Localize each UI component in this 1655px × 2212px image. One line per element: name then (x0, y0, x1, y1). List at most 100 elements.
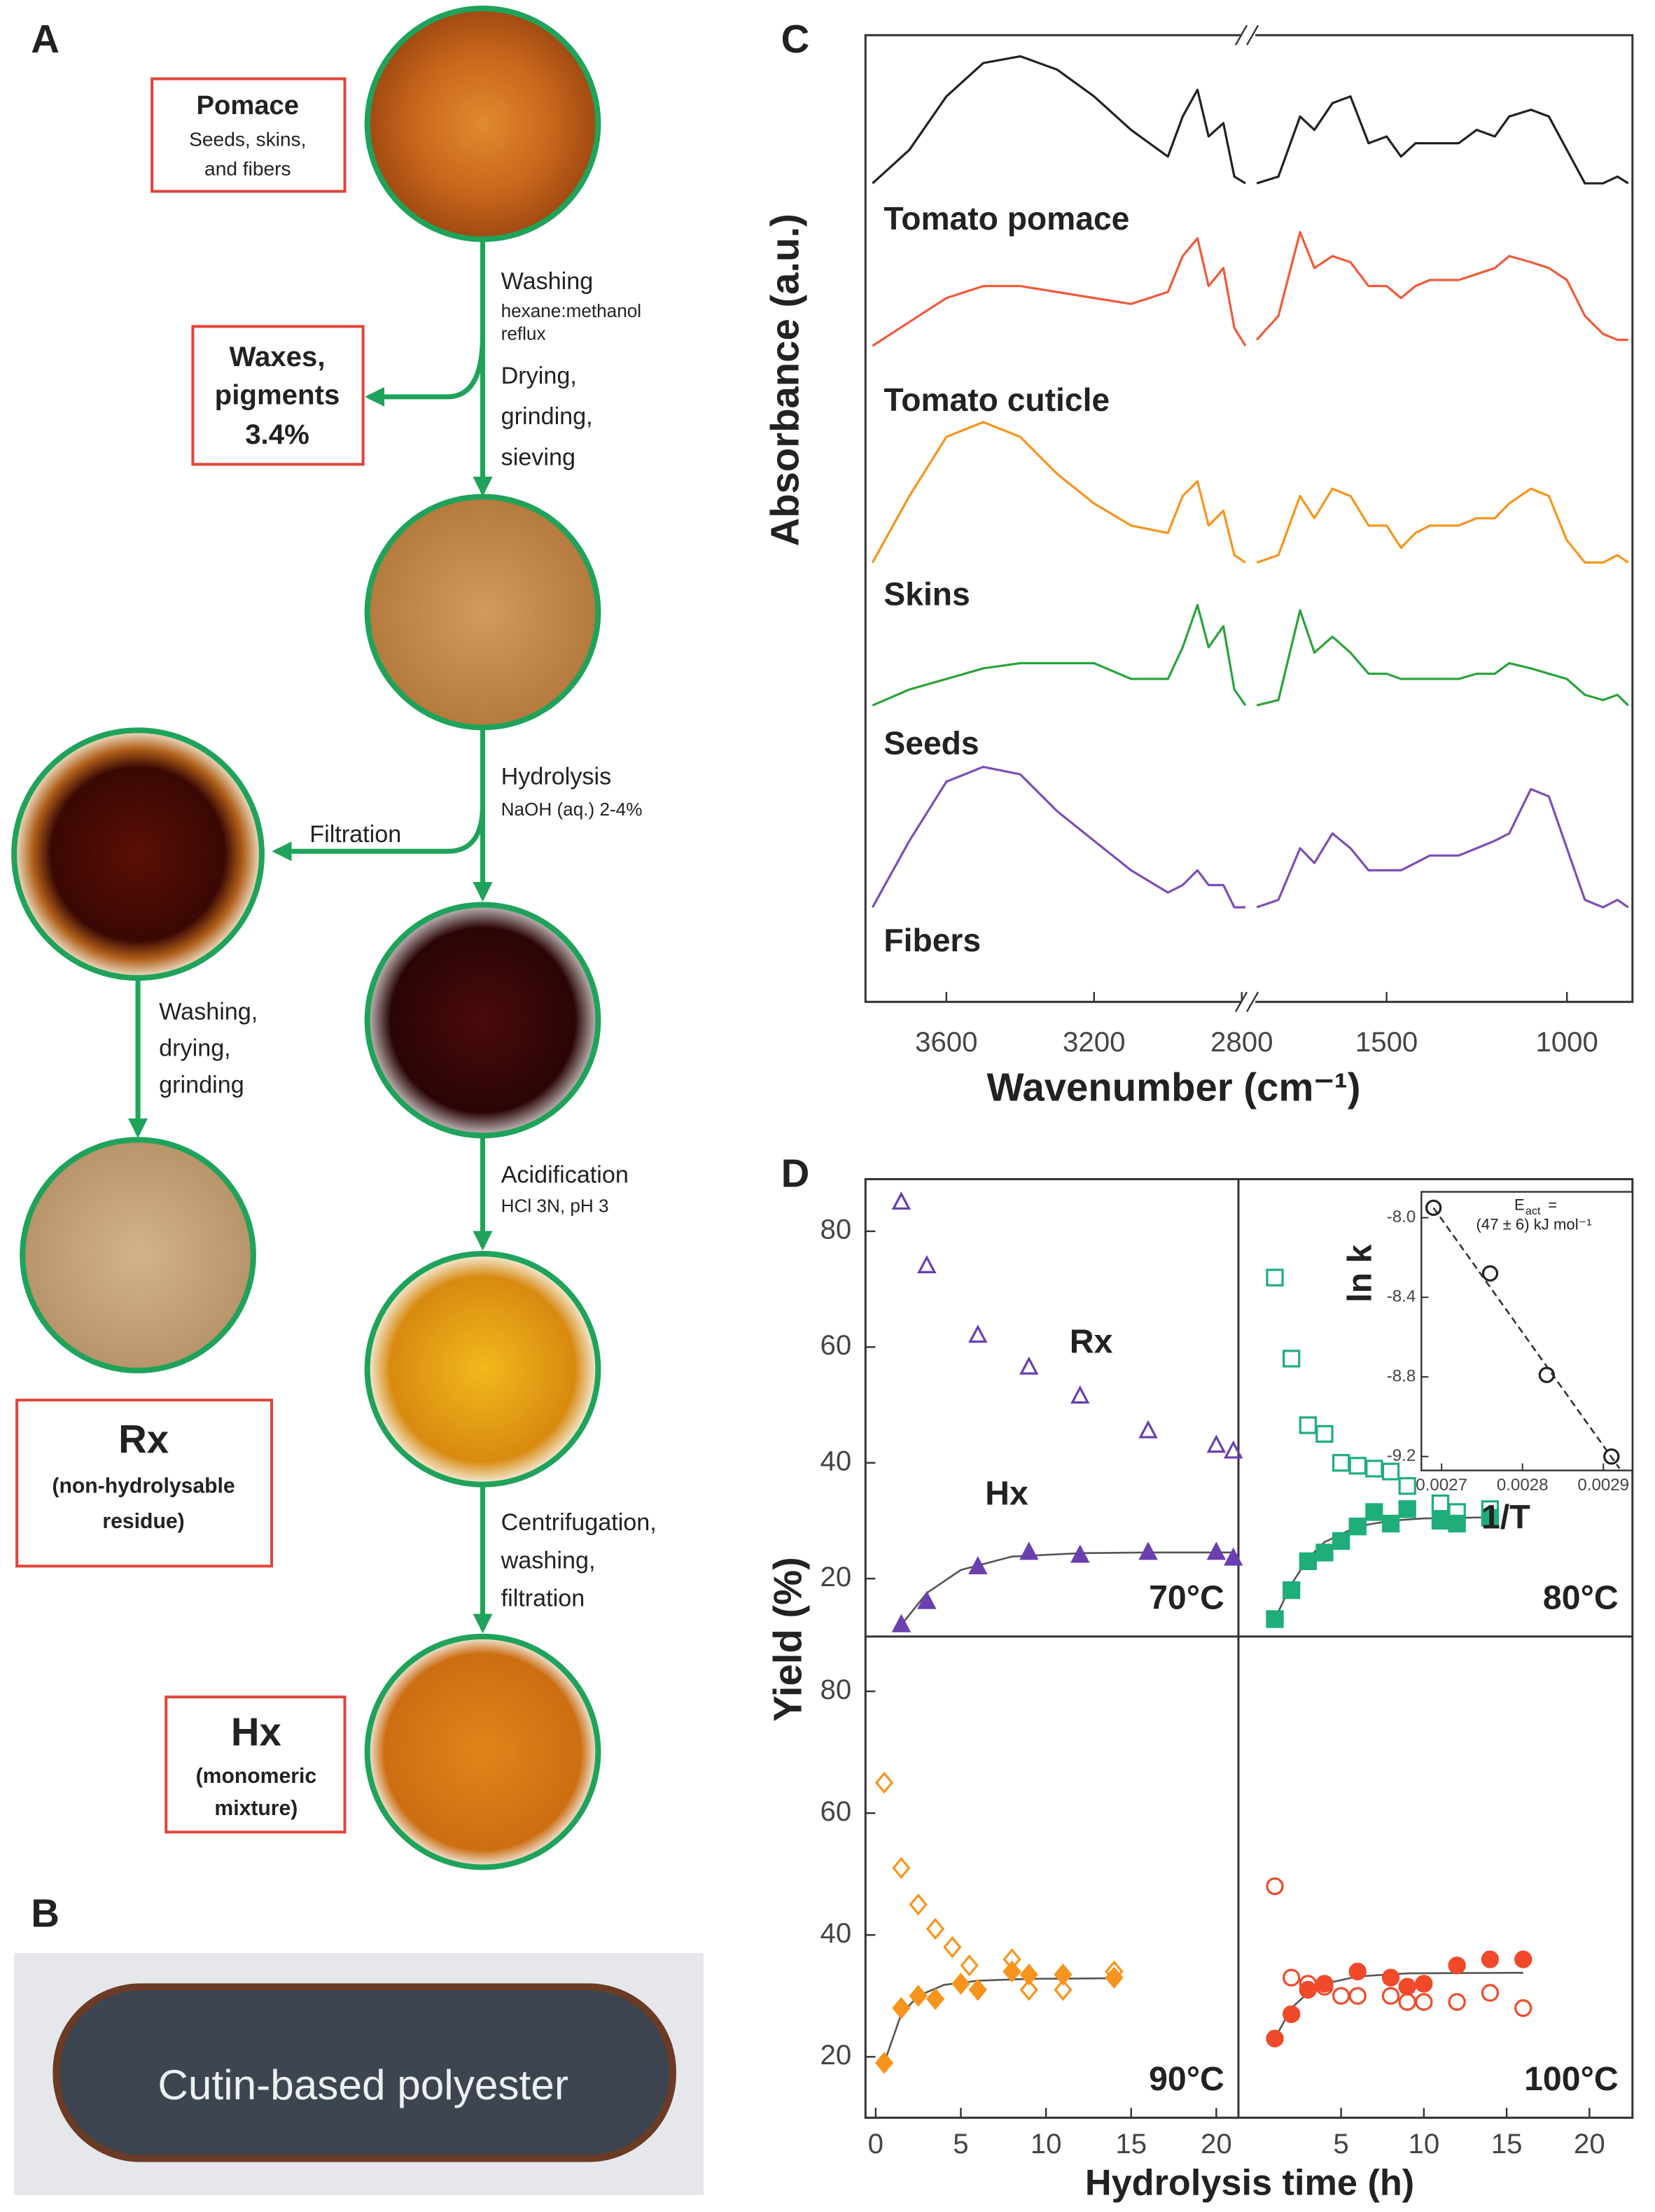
data-point (1514, 1999, 1532, 2017)
spectrum-line (872, 603, 1247, 707)
x-tick-label: 5 (953, 2128, 968, 2160)
step-title: Filtration (309, 821, 401, 848)
data-point (1381, 1968, 1400, 1987)
box-title: Rx (118, 1417, 169, 1461)
data-point (1299, 1416, 1317, 1434)
data-point (1315, 1544, 1334, 1562)
x-axis-label: Hydrolysis time (h) (1085, 2163, 1414, 2204)
step-title: drying, (159, 1035, 231, 1062)
data-point (1481, 1265, 1499, 1282)
spectrum-line (871, 765, 1246, 909)
data-point (1448, 1514, 1466, 1533)
annotation-value: (47 ± 6) kJ mol⁻¹ (1476, 1216, 1592, 1233)
data-point (1481, 1950, 1500, 1968)
x-tick-label: 15 (1115, 2128, 1147, 2160)
data-point (1381, 1987, 1400, 2005)
data-point (1019, 1356, 1039, 1375)
x-tick-label: 3600 (915, 1026, 977, 1058)
plot-frame (864, 1178, 1634, 2119)
data-point (1348, 1518, 1367, 1536)
data-point (1481, 1984, 1500, 2002)
x-tick-label: 2800 (1210, 1026, 1273, 1058)
data-point (891, 1614, 912, 1632)
data-point (1425, 1199, 1442, 1217)
step-title: grinding (159, 1072, 244, 1098)
photo-hydrolysate (364, 902, 601, 1139)
photo-filtration (11, 727, 265, 981)
data-point (1138, 1541, 1158, 1560)
data-point (1223, 1547, 1243, 1566)
x-axis-label: Wavenumber (cm⁻¹) (986, 1065, 1360, 1110)
spectrum-line (1256, 95, 1629, 185)
data-point (909, 1893, 928, 1916)
panel-c: C Absorbance (a.u.) Wavenumber (cm⁻¹) 3600 3… (763, 17, 1634, 1110)
data-point (917, 1254, 937, 1274)
data-point (1223, 1440, 1243, 1459)
panel-label: C (781, 17, 810, 61)
step-detail: NaOH (aq.) 2-4% (501, 799, 643, 820)
data-point (1105, 1966, 1124, 1989)
data-point (1282, 1350, 1301, 1368)
spectrum-line (1256, 487, 1629, 564)
panel-label: D (781, 1151, 810, 1195)
data-point (1365, 1460, 1383, 1478)
data-point (960, 1954, 979, 1977)
x-tick-label: 5 (1333, 2128, 1348, 2160)
step-title: filtration (501, 1586, 585, 1612)
data-point (1019, 1963, 1038, 1986)
data-point (1514, 1950, 1532, 1968)
spectrum-line (1256, 609, 1629, 707)
data-point (1054, 1978, 1073, 2001)
data-point (1398, 1993, 1416, 2011)
spectrum-line (872, 55, 1246, 185)
data-point (1398, 1977, 1416, 1996)
data-point (1381, 1514, 1400, 1533)
panel-label: B (31, 1891, 60, 1935)
panel-d: D Yield (%) Hydrolysis time (h) 20 40 60 80… (766, 1151, 1634, 2204)
photo-monomers (364, 1633, 601, 1870)
data-point (1019, 1541, 1039, 1560)
flow-arrow (272, 804, 486, 862)
data-point (1481, 1508, 1500, 1527)
box-text: (non-hydrolysable (52, 1475, 235, 1498)
step-title: sieving (501, 444, 575, 470)
box-text: and fibers (204, 158, 291, 180)
x-tick-label: 20 (1201, 2128, 1232, 2160)
series-label: Tomato cuticle (884, 382, 1110, 418)
y-tick-label: 80 (820, 1214, 851, 1245)
temperature-label: 90°C (1149, 2060, 1224, 2098)
data-point (1398, 1477, 1416, 1495)
photo-pomace (364, 6, 601, 242)
step-title: Drying, (501, 363, 577, 389)
step-detail: hexane:methanol (501, 300, 641, 321)
data-point (1282, 2005, 1301, 2024)
axis-break-mark (1234, 24, 1259, 1012)
data-point (1415, 1993, 1433, 2011)
photo-caption: Cutin-based polyester (158, 2061, 568, 2108)
data-point (1282, 1968, 1301, 1987)
data-point (1538, 1366, 1556, 1383)
data-point (1431, 1494, 1450, 1513)
pomace-box (151, 77, 347, 193)
step-title: Centrifugation, (501, 1509, 657, 1536)
series-label: Seeds (884, 725, 979, 762)
x-tick-label: 0.0029 (1577, 1476, 1629, 1494)
annotation: Hx (985, 1475, 1028, 1513)
series-label: Fibers (884, 922, 981, 958)
y-tick-label: 40 (820, 1445, 851, 1476)
y-tick-label: 80 (820, 1674, 851, 1705)
step-detail: reflux (501, 323, 546, 344)
x-tick-label: 10 (1408, 2128, 1439, 2160)
annotation-subscript: act (1525, 1205, 1541, 1217)
data-point (1019, 1978, 1038, 2001)
spectrum-line (1255, 231, 1628, 342)
data-point (1266, 1877, 1284, 1896)
y-tick-label: -8.0 (1387, 1208, 1416, 1226)
data-point (1348, 1962, 1367, 1981)
data-point (968, 1324, 988, 1343)
x-tick-label: 0.0028 (1497, 1476, 1549, 1494)
y-tick-label: -9.2 (1387, 1446, 1416, 1465)
box-text: mixture) (214, 1797, 298, 1820)
